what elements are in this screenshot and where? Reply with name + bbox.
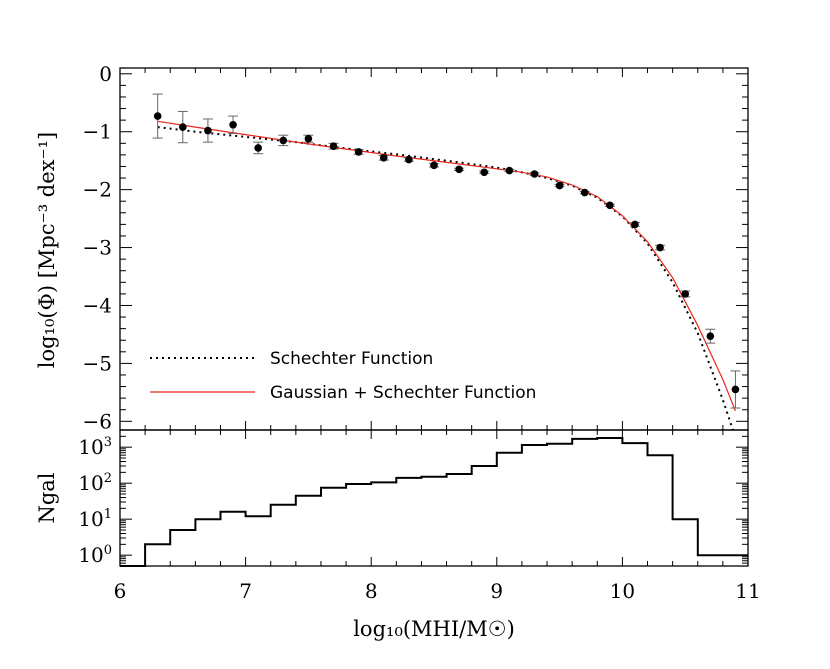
histogram xyxy=(120,437,748,567)
data-point xyxy=(555,181,564,190)
data-point xyxy=(505,166,514,175)
data-point xyxy=(455,165,463,174)
data-point xyxy=(153,112,162,120)
x-tick-label: 7 xyxy=(239,579,252,603)
bottom-y-tick-label: 103 xyxy=(78,435,112,459)
data-point xyxy=(405,155,413,164)
data-point xyxy=(430,161,438,170)
top-y-tick-label: −3 xyxy=(83,236,112,260)
bottom-y-tick-label: 101 xyxy=(78,507,112,531)
x-tick-label: 11 xyxy=(735,579,760,603)
bottom-y-axis-title: Ngal xyxy=(35,472,59,523)
x-tick-label: 8 xyxy=(365,579,378,603)
top-y-axis-title: log₁₀(Φ) [Mpc⁻³ dex⁻¹] xyxy=(35,132,59,368)
top-y-tick-label: 0 xyxy=(99,62,112,86)
bottom-y-tick-label: 102 xyxy=(78,471,112,495)
bottom-panel-ticks xyxy=(119,429,749,567)
data-point xyxy=(279,136,288,145)
top-panel-ticks xyxy=(119,68,749,430)
x-tick-label: 10 xyxy=(610,579,635,603)
top-y-tick-label: −6 xyxy=(83,409,112,433)
error-bars xyxy=(152,93,741,409)
data-point xyxy=(354,148,363,156)
bottom-panel-y-tick-labels: 100 101 102 103 xyxy=(78,435,112,567)
bottom-panel-frame xyxy=(119,429,749,567)
top-panel-y-tick-labels: 0 −1 −2 −3 −4 −5 −6 xyxy=(83,62,112,434)
data-point xyxy=(606,201,614,210)
x-tick-label: 6 xyxy=(114,579,127,603)
data-point xyxy=(656,243,664,252)
gaussian-schechter-curve xyxy=(157,120,736,412)
data-point xyxy=(379,153,388,162)
data-point xyxy=(580,188,589,197)
data-point xyxy=(304,134,313,143)
data-point xyxy=(179,123,187,131)
data-point xyxy=(731,385,740,394)
x-tick-label: 9 xyxy=(490,579,503,603)
data-point xyxy=(204,126,212,135)
bottom-y-tick-label: 100 xyxy=(78,543,112,567)
data-point xyxy=(254,144,262,152)
data-point xyxy=(631,220,639,229)
top-y-tick-label: −1 xyxy=(83,120,112,144)
data-point xyxy=(706,332,715,340)
top-y-tick-label: −5 xyxy=(83,351,112,375)
top-y-tick-label: −4 xyxy=(83,293,112,317)
data-point xyxy=(229,120,237,129)
top-panel-frame xyxy=(119,67,749,431)
x-tick-labels: 6 7 8 9 10 11 xyxy=(114,579,761,603)
histogram-steps xyxy=(120,437,748,567)
data-point xyxy=(681,290,689,298)
top-y-tick-label: −2 xyxy=(83,178,112,202)
data-points xyxy=(153,112,740,394)
data-point xyxy=(480,168,489,177)
legend-schechter-label: Schechter Function xyxy=(270,349,433,369)
x-axis-title: log₁₀(MHI/M☉) xyxy=(353,617,515,641)
data-point xyxy=(530,170,539,178)
legend: Schechter Function Gaussian + Schechter … xyxy=(150,349,536,403)
legend-gaussian-label: Gaussian + Schechter Function xyxy=(270,383,536,403)
data-point xyxy=(329,142,338,150)
